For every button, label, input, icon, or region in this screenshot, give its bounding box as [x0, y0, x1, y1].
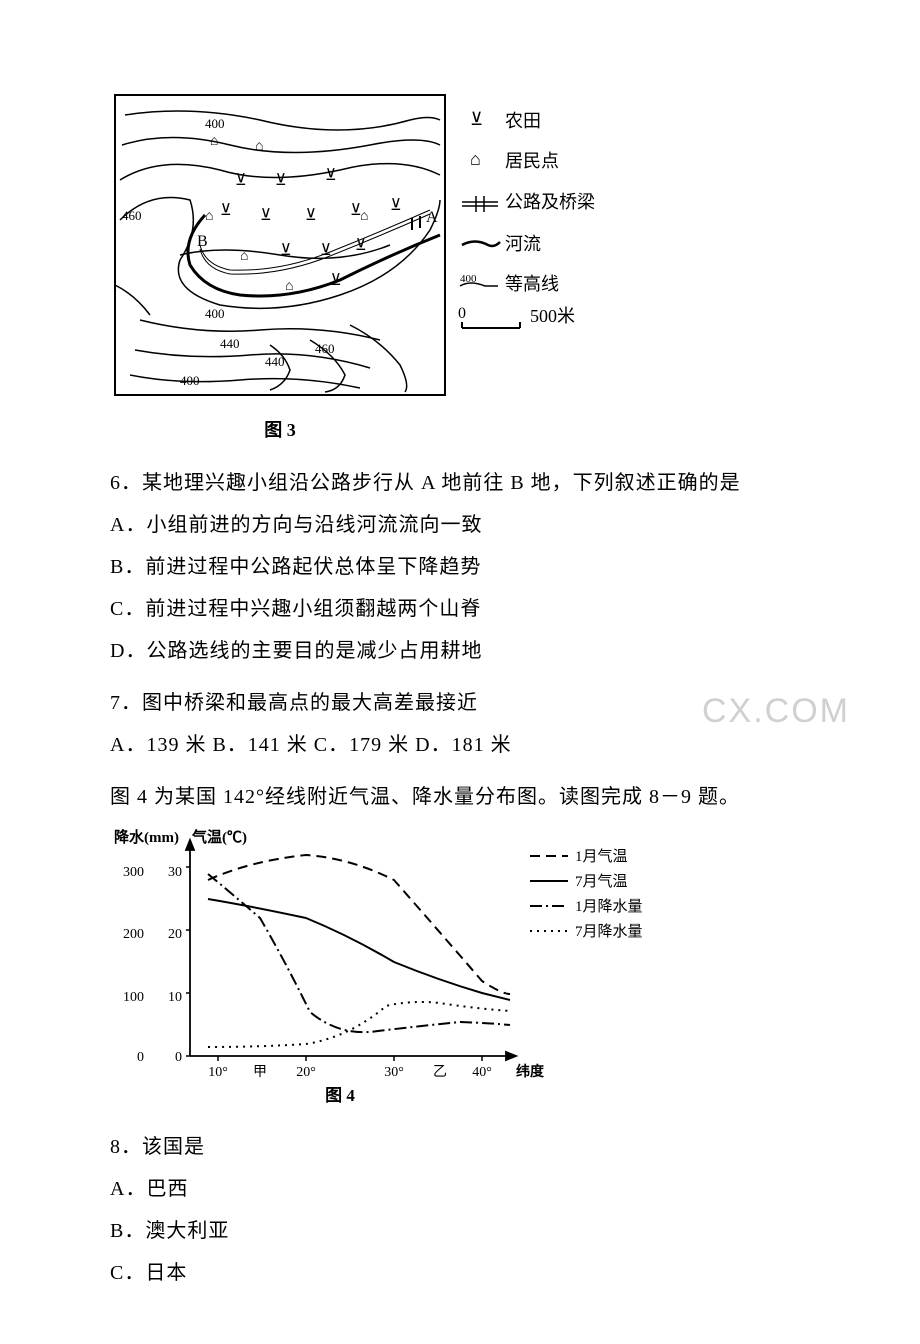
figure-4: 0 100 200 300 0 10 20 30 降水(mm) 气温(℃) [110, 826, 810, 1106]
svg-text:⊻: ⊻ [220, 202, 232, 219]
svg-text:⊻: ⊻ [470, 109, 483, 129]
svg-text:30°: 30° [384, 1065, 404, 1080]
legend-contour: 等高线 [505, 274, 559, 294]
svg-text:⌂: ⌂ [210, 134, 218, 149]
legend-jan-prec: 1月降水量 [575, 898, 643, 915]
figure-4-caption: 图 4 [325, 1086, 355, 1105]
svg-text:0: 0 [137, 1050, 144, 1065]
svg-text:300: 300 [123, 865, 144, 880]
svg-text:⊻: ⊻ [320, 242, 332, 259]
q6-option-b: B．前进过程中公路起伏总体呈下降趋势 [110, 546, 810, 588]
figure-4-svg: 0 100 200 300 0 10 20 30 降水(mm) 气温(℃) [110, 826, 670, 1106]
svg-text:40°: 40° [472, 1065, 492, 1080]
q6-option-a: A．小组前进的方向与沿线河流流向一致 [110, 504, 810, 546]
q8-option-a: A．巴西 [110, 1168, 810, 1210]
svg-text:0: 0 [175, 1050, 182, 1065]
question-8: 8．该国是 A．巴西 B．澳大利亚 C．日本 [110, 1126, 810, 1294]
legend-jan-temp: 1月气温 [575, 848, 628, 865]
svg-text:⊻: ⊻ [260, 207, 272, 224]
svg-text:⌂: ⌂ [240, 249, 248, 264]
svg-text:⊻: ⊻ [330, 272, 342, 289]
legend-jul-temp: 7月气温 [575, 873, 628, 890]
svg-text:⊻: ⊻ [235, 172, 247, 189]
q6-option-d: D．公路选线的主要目的是减少占用耕地 [110, 630, 810, 672]
q6-option-c: C．前进过程中兴趣小组须翻越两个山脊 [110, 588, 810, 630]
scale-label: 500米 [530, 306, 575, 326]
fig4-marker-jia: 甲 [253, 1065, 267, 1080]
svg-text:100: 100 [123, 990, 144, 1005]
fig4-y1-title: 降水(mm) [114, 828, 179, 846]
legend-road: 公路及桥梁 [505, 192, 595, 212]
point-b-label: B [197, 233, 208, 250]
svg-text:400: 400 [205, 306, 225, 321]
svg-text:⌂: ⌂ [205, 209, 213, 224]
svg-text:⌂: ⌂ [285, 279, 293, 294]
scale-zero: 0 [458, 305, 466, 322]
svg-text:10: 10 [168, 990, 182, 1005]
svg-text:⊻: ⊻ [305, 207, 317, 224]
figure-3: A B ⊻ ⊻ ⊻ ⊻ ⊻ ⊻ ⊻ ⊻ ⊻ ⊻ ⊻ ⊻ ⌂ ⌂ ⌂ ⌂ ⌂ ⌂ … [110, 90, 810, 442]
svg-text:400: 400 [180, 373, 200, 388]
q8-option-b: B．澳大利亚 [110, 1210, 810, 1252]
svg-text:⊻: ⊻ [275, 172, 287, 189]
svg-text:200: 200 [123, 927, 144, 942]
point-a-label: A [426, 209, 438, 226]
svg-text:⊻: ⊻ [390, 197, 402, 214]
svg-text:⊻: ⊻ [280, 242, 292, 259]
fig4-y2-title: 气温(℃) [191, 828, 247, 846]
svg-text:460: 460 [315, 341, 335, 356]
legend-settlement: 居民点 [505, 151, 559, 171]
fig4-marker-yi: 乙 [433, 1064, 447, 1080]
svg-text:400: 400 [205, 116, 225, 131]
svg-text:⌂: ⌂ [255, 139, 263, 154]
svg-text:⌂: ⌂ [470, 149, 481, 169]
svg-text:400: 400 [460, 273, 477, 285]
q7-options: A．139 米 B．141 米 C．179 米 D．181 米 [110, 724, 810, 766]
svg-text:20: 20 [168, 927, 182, 942]
svg-text:20°: 20° [296, 1065, 316, 1080]
legend-jul-prec: 7月降水量 [575, 923, 643, 940]
q8-stem: 8．该国是 [110, 1126, 810, 1168]
figure-3-caption: 图 3 [110, 416, 450, 442]
question-6: 6．某地理兴趣小组沿公路步行从 A 地前往 B 地，下列叙述正确的是 A．小组前… [110, 462, 810, 672]
fig4-x-title: 纬度 [516, 1063, 545, 1080]
q7-stem: 7．图中桥梁和最高点的最大高差最接近 [110, 682, 810, 724]
question-7: 7．图中桥梁和最高点的最大高差最接近 A．139 米 B．141 米 C．179… [110, 682, 810, 766]
figure-3-svg: A B ⊻ ⊻ ⊻ ⊻ ⊻ ⊻ ⊻ ⊻ ⊻ ⊻ ⊻ ⊻ ⌂ ⌂ ⌂ ⌂ ⌂ ⌂ … [110, 90, 630, 410]
svg-text:30: 30 [168, 865, 182, 880]
q8-option-c: C．日本 [110, 1252, 810, 1294]
legend-river: 河流 [505, 234, 541, 254]
svg-text:⊻: ⊻ [355, 237, 367, 254]
svg-text:440: 440 [265, 354, 285, 369]
svg-text:460: 460 [122, 208, 142, 223]
fig4-intro: 图 4 为某国 142°经线附近气温、降水量分布图。读图完成 8－9 题。 [110, 776, 810, 818]
q6-stem: 6．某地理兴趣小组沿公路步行从 A 地前往 B 地，下列叙述正确的是 [110, 462, 810, 504]
svg-text:⊻: ⊻ [325, 167, 337, 184]
svg-text:10°: 10° [208, 1065, 228, 1080]
svg-text:440: 440 [220, 336, 240, 351]
legend-farmland: 农田 [505, 111, 541, 131]
svg-text:⌂: ⌂ [360, 209, 368, 224]
